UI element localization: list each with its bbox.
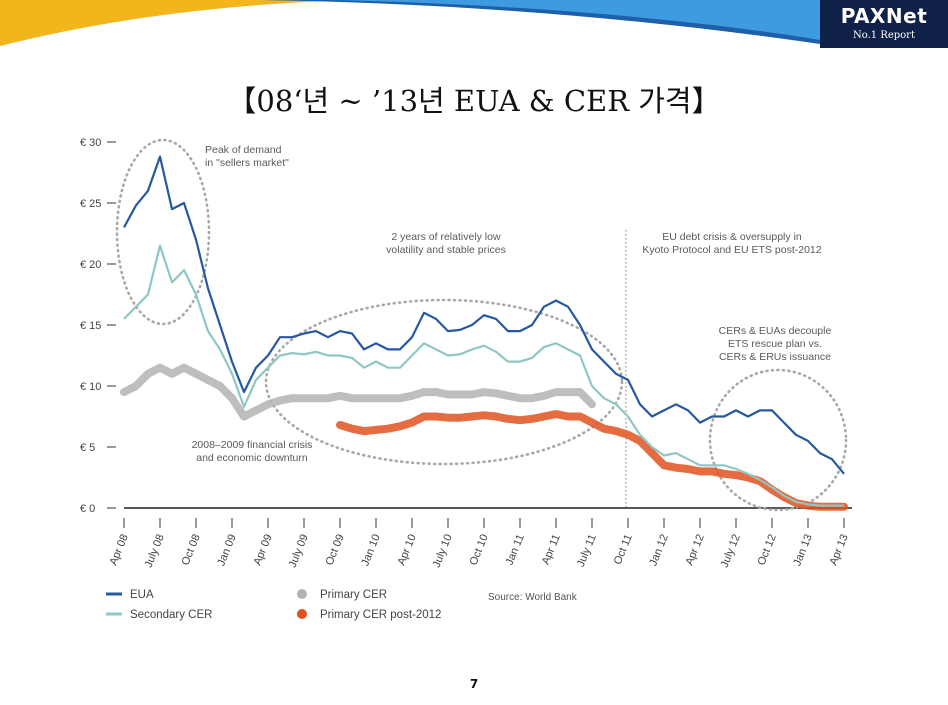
- y-tick-label: € 20: [80, 259, 101, 271]
- legend-secondary-cer-label: Secondary CER: [130, 609, 212, 621]
- x-tick-label: Apr 09: [252, 533, 275, 568]
- annotation-decouple: CERs & EUAs decouple: [719, 325, 832, 337]
- series-primary-cer-post2012: [336, 410, 848, 511]
- annotation-decouple: CERs & ERUs issuance: [719, 351, 831, 363]
- series-primary-cer: [120, 363, 596, 421]
- y-tick-label: € 25: [80, 198, 101, 210]
- x-tick-label: Oct 09: [324, 533, 347, 568]
- annotation-decouple: ETS rescue plan vs.: [728, 338, 822, 350]
- x-tick-label: Apr 11: [540, 533, 563, 567]
- x-tick-label: July 11: [575, 533, 599, 569]
- x-tick-label: July 08: [143, 533, 167, 570]
- series-secondary-cer: [123, 244, 844, 507]
- annotation-peak-demand: Peak of demand: [205, 144, 282, 156]
- page-number: 7: [469, 677, 479, 691]
- annotation-eu-debt-crisis: EU debt crisis & oversupply in: [662, 231, 802, 243]
- y-tick-label: € 30: [80, 137, 101, 149]
- annotation-stable-prices: volatility and stable prices: [386, 244, 506, 256]
- x-tick-label: July 09: [287, 533, 311, 570]
- source-note: Source: World Bank: [488, 592, 578, 603]
- x-tick-label: Jan 12: [647, 533, 670, 568]
- ellipse-stable-period: [264, 298, 624, 466]
- y-tick-label: € 5: [80, 442, 95, 454]
- page-title: 【08‘년 ~ ’13년 EUA & CER 가격】: [227, 84, 721, 118]
- x-tick-label: Apr 12: [684, 533, 707, 568]
- annotation-financial-crisis: 2008–2009 financial crisis: [192, 439, 313, 451]
- x-tick-label: Jan 09: [215, 533, 238, 568]
- x-tick-label: Oct 12: [756, 533, 779, 568]
- x-tick-label: Jan 10: [359, 533, 382, 568]
- x-tick-label: July 10: [431, 533, 455, 570]
- annotation-financial-crisis: and economic downturn: [196, 452, 308, 464]
- series-eua: [123, 155, 845, 475]
- annotation-eu-debt-crisis: Kyoto Protocol and EU ETS post-2012: [642, 244, 821, 256]
- x-tick-label: Oct 11: [612, 533, 635, 567]
- x-tick-label: Jan 11: [504, 533, 527, 567]
- y-tick-label: € 10: [80, 381, 101, 393]
- x-tick-label: Jan 13: [791, 533, 814, 568]
- legend-primary-cer-post2012-label: Primary CER post-2012: [320, 609, 441, 621]
- legend-primary-cer-post2012-swatch: [297, 609, 307, 619]
- paxnet-logo: PAXNet No.1 Report: [820, 0, 948, 48]
- annotation-peak-demand: in "sellers market": [205, 157, 289, 169]
- legend-eua-label: EUA: [130, 589, 154, 601]
- legend-primary-cer-label: Primary CER: [320, 589, 387, 601]
- ellipse-peak-demand: [115, 138, 211, 326]
- x-tick-label: Oct 08: [180, 533, 203, 568]
- legend-primary-cer-swatch: [297, 589, 307, 599]
- header-banner: [0, 0, 820, 46]
- x-tick-label: Apr 10: [396, 533, 419, 568]
- x-tick-label: Apr 13: [828, 533, 851, 568]
- x-tick-label: Apr 08: [108, 533, 131, 568]
- logo-subtitle: No.1 Report: [853, 30, 915, 41]
- ellipse-decouple: [708, 368, 848, 512]
- annotation-stable-prices: 2 years of relatively low: [391, 231, 501, 243]
- x-tick-label: July 12: [719, 533, 743, 570]
- x-tick-label: Oct 10: [468, 533, 491, 568]
- logo-name: PAXNet: [840, 4, 928, 28]
- y-tick-label: € 0: [80, 503, 95, 515]
- y-tick-label: € 15: [80, 320, 101, 332]
